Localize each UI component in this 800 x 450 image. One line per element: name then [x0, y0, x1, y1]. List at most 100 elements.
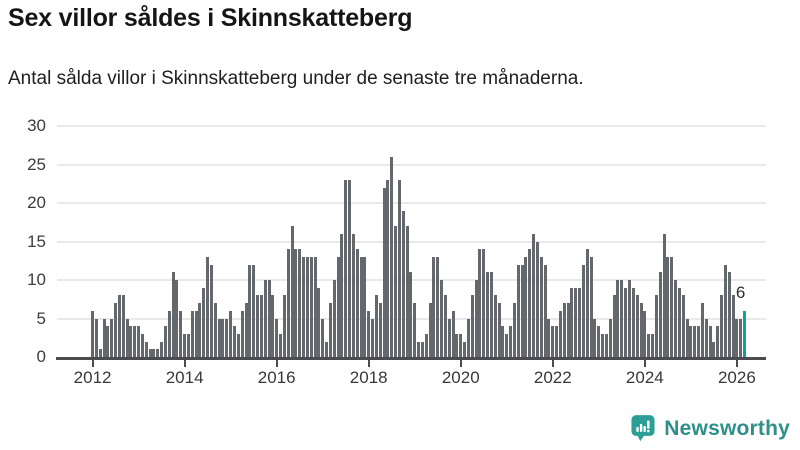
bar [654, 295, 658, 357]
bar [355, 249, 359, 357]
bar [156, 349, 160, 357]
bar [424, 333, 428, 357]
bar [720, 295, 724, 357]
bar [336, 256, 340, 357]
bar [520, 264, 524, 357]
x-axis-tick [91, 360, 94, 367]
bar [117, 295, 121, 357]
x-axis-tick [643, 360, 646, 367]
bar [225, 318, 229, 357]
x-axis-label: 2018 [349, 368, 388, 387]
bar [528, 249, 532, 357]
bar [171, 272, 175, 357]
bar [275, 318, 279, 357]
bar [236, 333, 240, 357]
bar [321, 318, 325, 357]
bar [739, 318, 743, 357]
bar [325, 341, 329, 357]
bar [497, 303, 501, 357]
bar [378, 303, 382, 357]
bar [436, 256, 440, 357]
bar [267, 280, 271, 357]
bar [371, 318, 375, 357]
bar [240, 310, 244, 357]
bar [413, 303, 417, 357]
bar [106, 326, 110, 357]
bar [681, 295, 685, 357]
bar [217, 318, 221, 357]
bar [708, 326, 712, 357]
x-axis-label: 2026 [717, 368, 756, 387]
bar [409, 272, 413, 357]
bar [344, 179, 348, 357]
x-axis-tick [735, 360, 738, 367]
bar [512, 303, 516, 357]
bar [194, 310, 198, 357]
bar [390, 156, 394, 357]
bar [405, 226, 409, 357]
bar [290, 226, 294, 357]
bar [731, 295, 735, 357]
chart-subtitle: Antal sålda villor i Skinnskatteberg und… [8, 68, 584, 89]
gridline [57, 240, 766, 243]
bar [635, 295, 639, 357]
bar [647, 333, 651, 357]
bar [716, 326, 720, 357]
logo-wordmark: Newsworthy [664, 417, 790, 440]
bar [282, 295, 286, 357]
bar [125, 318, 129, 357]
bar [524, 256, 528, 357]
bar [608, 318, 612, 357]
bar [244, 303, 248, 357]
bar [202, 287, 206, 357]
bar [597, 326, 601, 357]
bar [302, 256, 306, 357]
bar [271, 295, 275, 357]
bar [486, 272, 490, 357]
bar [137, 326, 141, 357]
bar [735, 318, 739, 357]
bar [98, 349, 102, 357]
bar [616, 280, 620, 357]
bar [628, 280, 631, 357]
bar [229, 310, 233, 357]
page-title: Sex villor såldes i Skinnskatteberg [8, 4, 413, 32]
bar [447, 318, 451, 357]
bar [562, 303, 566, 357]
bar [397, 179, 401, 357]
x-axis-label: 2012 [73, 368, 112, 387]
bar [186, 333, 190, 357]
bar [313, 256, 317, 357]
bar [505, 333, 509, 357]
bar [148, 349, 152, 357]
bar [401, 210, 405, 357]
y-axis-label: 0 [36, 347, 46, 366]
y-axis-label: 5 [36, 308, 46, 328]
bar [474, 280, 478, 357]
y-axis-label: 20 [27, 193, 46, 212]
bar [440, 280, 444, 357]
gridline [57, 202, 766, 204]
bar [451, 310, 455, 357]
x-axis-label: 2016 [257, 368, 296, 387]
bar [620, 280, 624, 357]
bar [286, 249, 290, 357]
bar [140, 333, 144, 357]
bar [252, 264, 256, 357]
bar [102, 318, 106, 357]
bar [382, 187, 386, 357]
x-axis-label: 2024 [625, 368, 664, 387]
y-axis-label: 25 [27, 154, 46, 174]
bar [658, 272, 662, 357]
highlight-value-label: 6 [735, 282, 746, 302]
bar [363, 256, 367, 357]
bar [670, 256, 674, 357]
bar [351, 233, 355, 357]
bar [677, 287, 681, 357]
bar [593, 318, 597, 357]
bar [612, 295, 616, 357]
bar [489, 272, 493, 357]
bar [516, 264, 520, 357]
bar [459, 333, 463, 357]
